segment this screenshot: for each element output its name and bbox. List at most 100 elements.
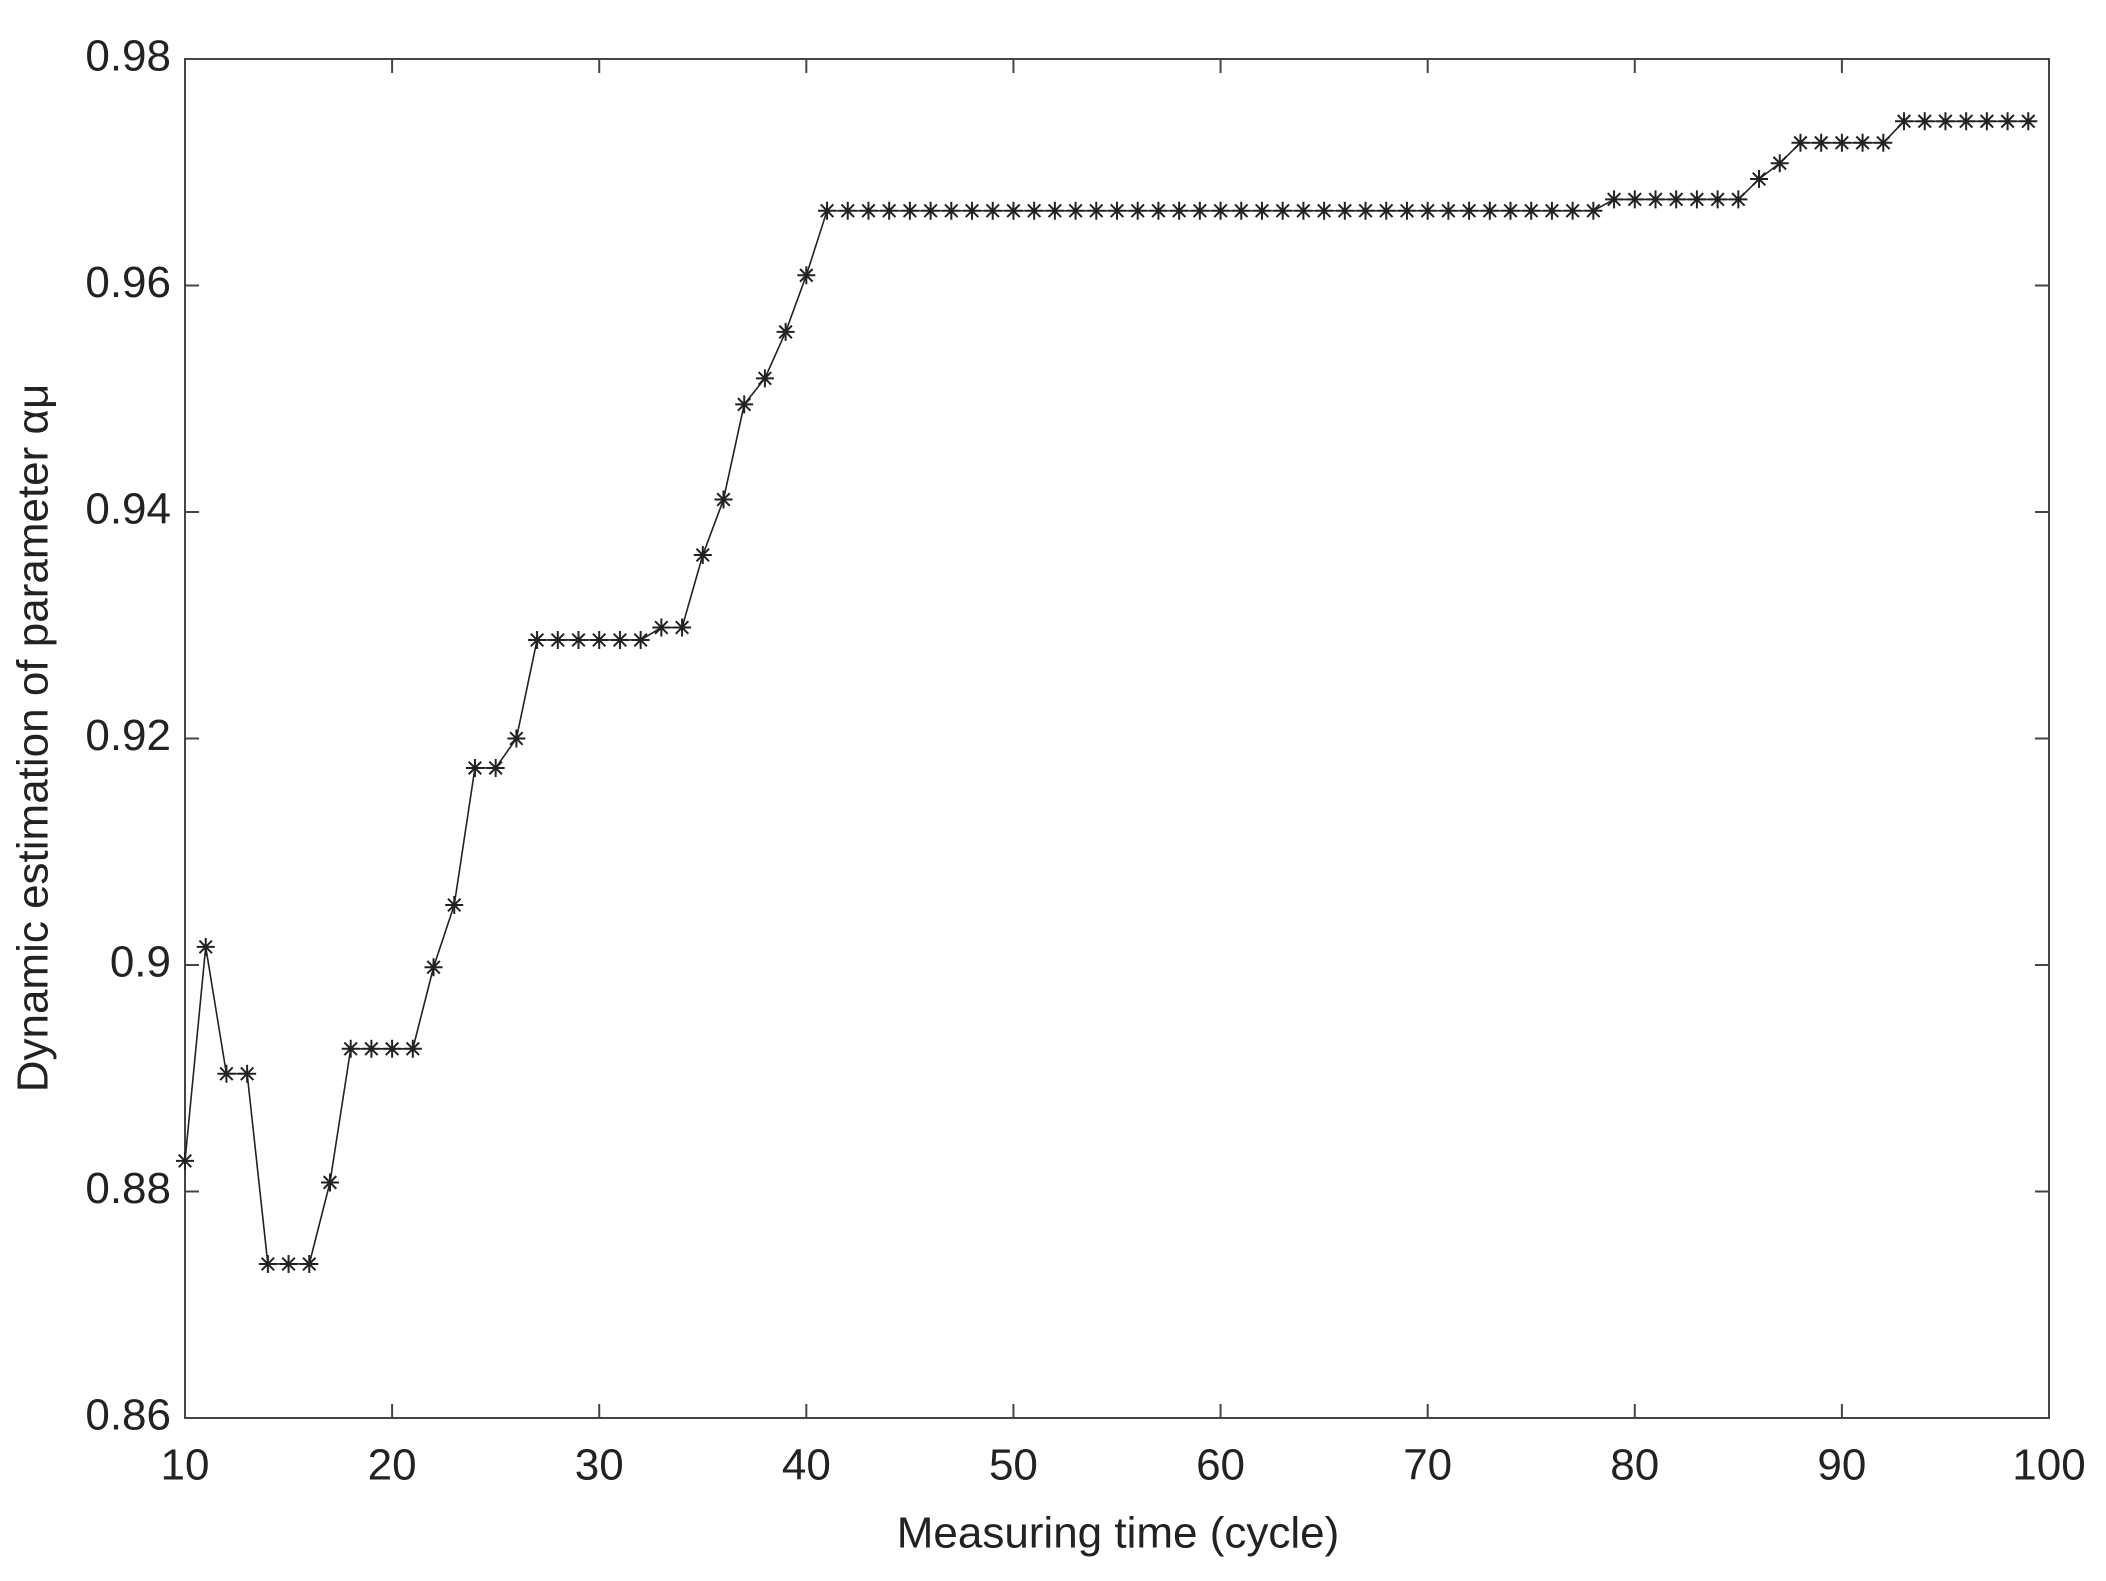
plot-frame xyxy=(184,58,2050,1419)
y-axis-label: Dynamic estimation of parameter αμ xyxy=(9,384,58,1093)
x-tick-label: 60 xyxy=(1196,1441,1245,1490)
marker xyxy=(320,1173,339,1192)
marker xyxy=(1149,201,1168,220)
marker xyxy=(1460,201,1479,220)
marker xyxy=(279,1254,298,1273)
marker xyxy=(1605,190,1624,209)
marker xyxy=(1563,201,1582,220)
marker xyxy=(1584,201,1603,220)
marker xyxy=(341,1039,360,1058)
marker xyxy=(1252,201,1271,220)
marker xyxy=(1770,154,1789,173)
marker xyxy=(673,618,692,637)
marker xyxy=(465,758,484,777)
marker xyxy=(1625,190,1644,209)
x-axis-label: Measuring time (cycle) xyxy=(897,1509,1340,1558)
marker xyxy=(590,630,609,649)
marker xyxy=(1687,190,1706,209)
marker xyxy=(1128,201,1147,220)
marker xyxy=(1087,201,1106,220)
marker xyxy=(1542,201,1561,220)
marker xyxy=(548,630,567,649)
marker xyxy=(1335,201,1354,220)
y-tick-label: 0.86 xyxy=(85,1391,171,1440)
marker xyxy=(1874,133,1893,152)
marker xyxy=(1936,112,1955,131)
marker xyxy=(1915,112,1934,131)
marker xyxy=(1418,201,1437,220)
marker xyxy=(1998,112,2017,131)
marker xyxy=(838,201,857,220)
marker xyxy=(1439,201,1458,220)
marker xyxy=(693,546,712,565)
marker xyxy=(1025,201,1044,220)
marker xyxy=(238,1064,257,1083)
marker xyxy=(1066,201,1085,220)
marker xyxy=(1708,190,1727,209)
marker xyxy=(383,1039,402,1058)
marker xyxy=(1832,133,1851,152)
marker xyxy=(1977,112,1996,131)
marker xyxy=(1356,201,1375,220)
marker xyxy=(1190,201,1209,220)
marker xyxy=(610,630,629,649)
y-tick-label: 0.88 xyxy=(85,1164,171,1213)
marker xyxy=(631,630,650,649)
marker xyxy=(507,729,526,748)
marker xyxy=(258,1254,277,1273)
marker xyxy=(300,1254,319,1273)
marker xyxy=(755,369,774,388)
x-tick-label: 70 xyxy=(1403,1441,1452,1490)
marker xyxy=(942,201,961,220)
marker xyxy=(714,490,733,509)
y-tick-label: 0.9 xyxy=(110,938,171,987)
marker xyxy=(1397,201,1416,220)
marker xyxy=(900,201,919,220)
marker xyxy=(1957,112,1976,131)
x-tick-label: 80 xyxy=(1610,1441,1659,1490)
y-tick-label: 0.94 xyxy=(85,485,171,534)
marker xyxy=(963,201,982,220)
x-tick-label: 30 xyxy=(575,1441,624,1490)
marker xyxy=(880,201,899,220)
marker xyxy=(1895,112,1914,131)
marker xyxy=(486,758,505,777)
marker xyxy=(776,322,795,341)
marker xyxy=(1480,201,1499,220)
marker xyxy=(983,201,1002,220)
x-tick-label: 100 xyxy=(2012,1441,2085,1490)
marker xyxy=(1791,133,1810,152)
marker xyxy=(1853,133,1872,152)
marker xyxy=(196,937,215,956)
y-tick-label: 0.98 xyxy=(85,32,171,81)
marker xyxy=(1315,201,1334,220)
marker xyxy=(1501,201,1520,220)
x-tick-label: 10 xyxy=(161,1441,210,1490)
y-tick-label: 0.92 xyxy=(85,711,171,760)
marker xyxy=(1232,201,1251,220)
marker xyxy=(1294,201,1313,220)
marker xyxy=(1646,190,1665,209)
marker xyxy=(1750,170,1769,189)
marker xyxy=(217,1064,236,1083)
marker xyxy=(797,266,816,285)
marker xyxy=(1729,190,1748,209)
marker xyxy=(362,1039,381,1058)
x-tick-label: 90 xyxy=(1817,1441,1866,1490)
marker xyxy=(1004,201,1023,220)
marker xyxy=(569,630,588,649)
marker xyxy=(1812,133,1831,152)
marker xyxy=(1273,201,1292,220)
marker xyxy=(528,630,547,649)
x-tick-label: 50 xyxy=(989,1441,1038,1490)
marker xyxy=(921,201,940,220)
marker xyxy=(859,201,878,220)
line xyxy=(184,120,2029,1265)
marker xyxy=(445,895,464,914)
x-tick-label: 40 xyxy=(782,1441,831,1490)
marker xyxy=(176,1151,194,1170)
marker xyxy=(1045,201,1064,220)
marker xyxy=(1522,201,1541,220)
x-tick-label: 20 xyxy=(368,1441,417,1490)
